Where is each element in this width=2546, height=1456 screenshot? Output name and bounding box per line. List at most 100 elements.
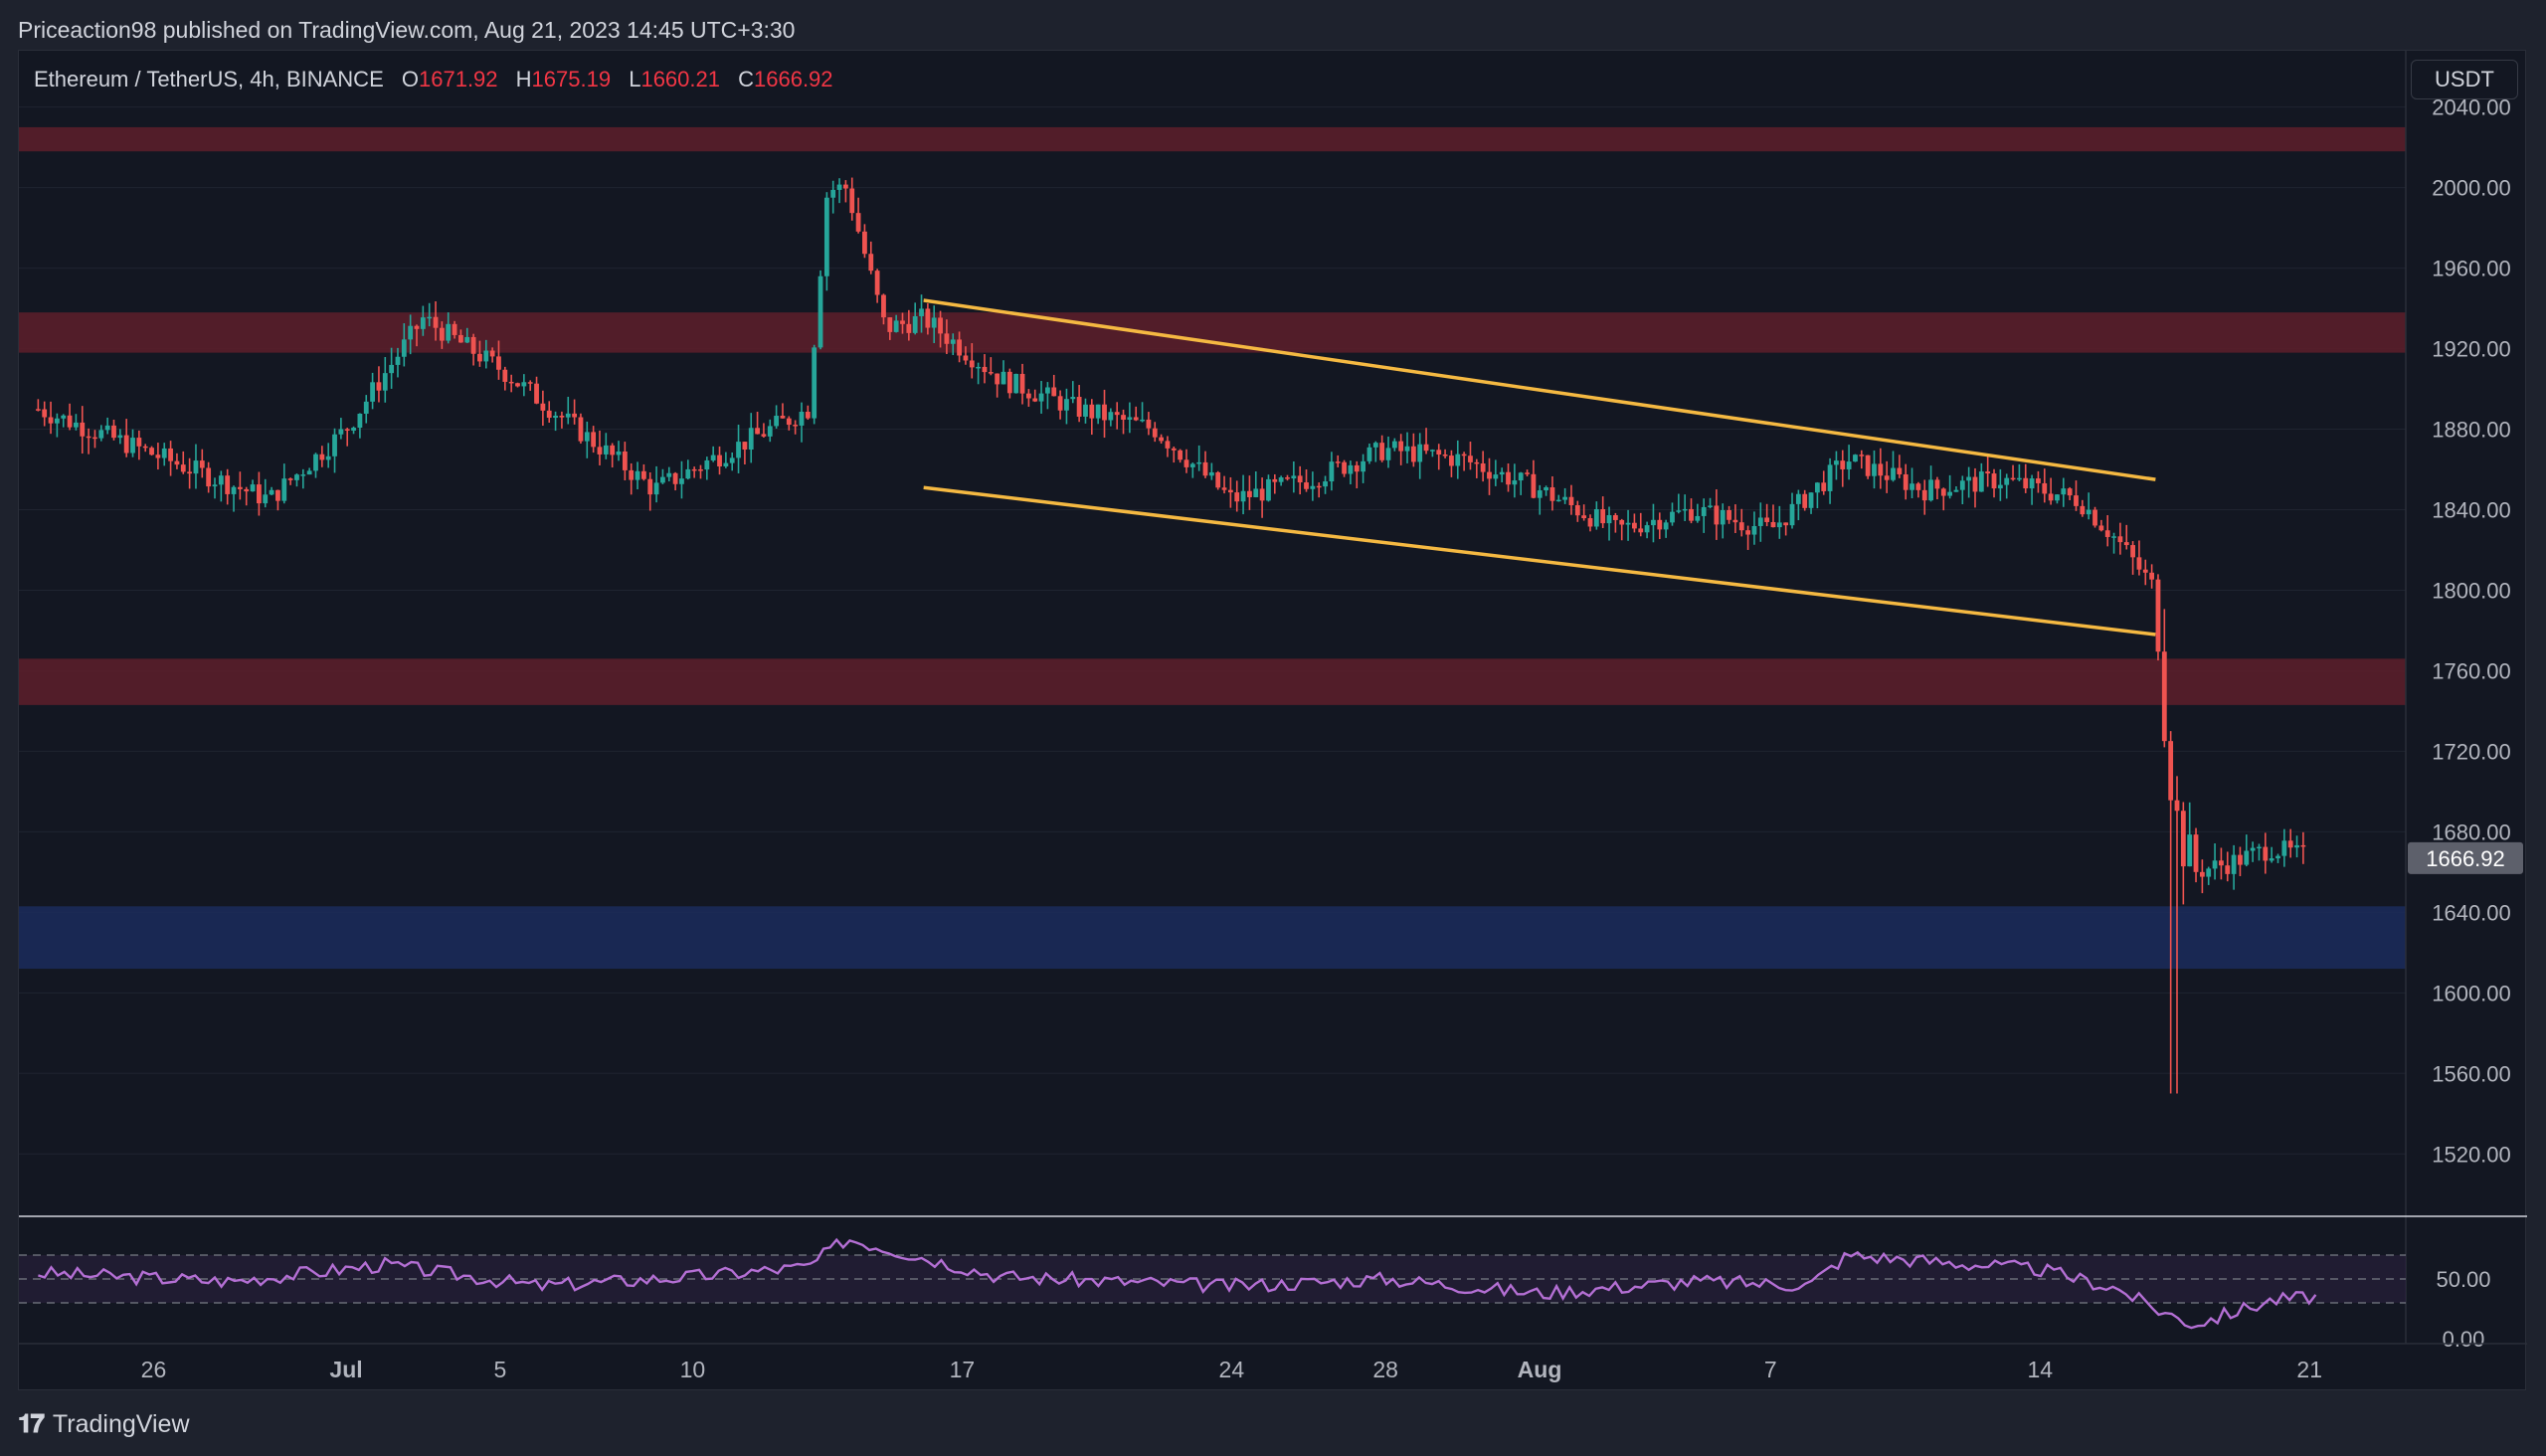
candle-body — [944, 333, 950, 344]
candle-body — [2055, 494, 2060, 501]
candle-body — [130, 438, 135, 454]
candle-body — [452, 323, 457, 335]
candle-body — [672, 472, 678, 484]
candle-body — [761, 434, 767, 437]
candle-body — [439, 327, 445, 341]
candle-body — [1404, 446, 1410, 452]
candle-body — [2294, 844, 2299, 848]
price-chart[interactable]: 2040.002000.001960.001920.001880.001840.… — [19, 51, 2527, 1391]
price-tick-label: 1960.00 — [2432, 257, 2511, 281]
candle-body — [1234, 492, 1240, 502]
candle-body — [1732, 519, 1738, 523]
candle-body — [881, 294, 886, 318]
candle-body — [1095, 404, 1101, 419]
candle-body — [1272, 478, 1278, 482]
candle-body — [332, 434, 337, 456]
candle-body — [86, 436, 91, 439]
candle-body — [1676, 510, 1682, 512]
candle-body — [868, 254, 874, 272]
candle-body — [1959, 480, 1965, 490]
candle-body — [836, 184, 842, 190]
candle-body — [1606, 515, 1612, 524]
candle-body — [1910, 483, 1914, 490]
candle-body — [2225, 865, 2231, 874]
candle-body — [477, 353, 482, 362]
candle-body — [2187, 834, 2193, 867]
candle-body — [1555, 499, 1561, 502]
candle-body — [376, 382, 382, 391]
candle-body — [1727, 509, 1731, 520]
rsi-band — [19, 1255, 2406, 1303]
candle-body — [591, 432, 597, 448]
candle-body — [420, 317, 426, 329]
candle-body — [250, 484, 256, 492]
candle-body — [786, 418, 792, 426]
candle-body — [2275, 855, 2280, 859]
footer-brand[interactable]: 𝟏𝟕 TradingView — [18, 1404, 190, 1444]
candle-body — [1499, 471, 1505, 475]
candle-body — [1253, 488, 1259, 497]
candle-body — [2023, 477, 2029, 489]
candle-body — [1297, 475, 1303, 483]
candle-body — [818, 275, 823, 348]
candle-body — [1455, 454, 1461, 466]
price-tick-label: 1800.00 — [2432, 578, 2511, 603]
candle-body — [80, 422, 86, 437]
candle-body — [1159, 437, 1165, 442]
candle-body — [2117, 536, 2123, 543]
close-label: C — [738, 67, 754, 91]
candle-body — [2193, 834, 2199, 872]
candle-body — [2199, 871, 2205, 877]
candle-body — [1966, 476, 1972, 481]
candle-body — [344, 429, 350, 431]
candle-body — [1070, 397, 1076, 400]
rsi-tick-label: 50.00 — [2436, 1267, 2490, 1292]
time-tick-label: Aug — [1518, 1357, 1562, 1382]
currency-button[interactable]: USDT — [2411, 60, 2518, 99]
candle-body — [862, 231, 867, 255]
candle-body — [1240, 490, 1246, 502]
candle-body — [155, 455, 161, 458]
last-price-label: 1666.92 — [2426, 846, 2505, 871]
candle-body — [546, 410, 552, 419]
channel-line-lower — [923, 485, 2156, 637]
candle-body — [1006, 371, 1012, 394]
candle-body — [1127, 417, 1133, 420]
candle-body — [1304, 482, 1309, 489]
candle-body — [1152, 428, 1158, 438]
price-tick-label: 1680.00 — [2432, 819, 2511, 844]
candle-body — [1972, 476, 1978, 492]
candle-body — [1474, 461, 1480, 464]
candle-body — [263, 494, 269, 504]
candle-body — [92, 437, 97, 440]
candle-body — [938, 317, 943, 334]
candle-body — [1657, 519, 1663, 530]
candle-body — [1891, 467, 1896, 480]
zone-red-2 — [19, 658, 2406, 705]
candle-body — [1897, 467, 1903, 474]
candle-body — [1670, 511, 1675, 523]
candle-body — [912, 315, 918, 333]
candle-body — [2111, 536, 2116, 538]
candle-body — [2161, 651, 2167, 742]
brand-name: TradingView — [52, 1409, 190, 1438]
candle-body — [1493, 474, 1499, 479]
candle-body — [325, 455, 331, 460]
price-tick-label: 2000.00 — [2432, 176, 2511, 201]
candle-body — [1745, 530, 1751, 535]
candle-body — [1593, 508, 1599, 527]
zone-blue-3 — [19, 906, 2406, 970]
candle-body — [1682, 508, 1688, 511]
candle-body — [793, 425, 799, 427]
candle-body — [660, 476, 665, 483]
candle-body — [319, 454, 325, 460]
candle-body — [1449, 455, 1454, 466]
candle-body — [1461, 454, 1467, 456]
time-tick-label: 7 — [1764, 1357, 1777, 1382]
candle-body — [2155, 579, 2161, 652]
candle-body — [1045, 387, 1050, 394]
candle-body — [287, 478, 293, 480]
candle-body — [1013, 373, 1019, 394]
symbol-label[interactable]: Ethereum / TetherUS, 4h, BINANCE — [34, 67, 384, 91]
candle-body — [1108, 412, 1114, 421]
